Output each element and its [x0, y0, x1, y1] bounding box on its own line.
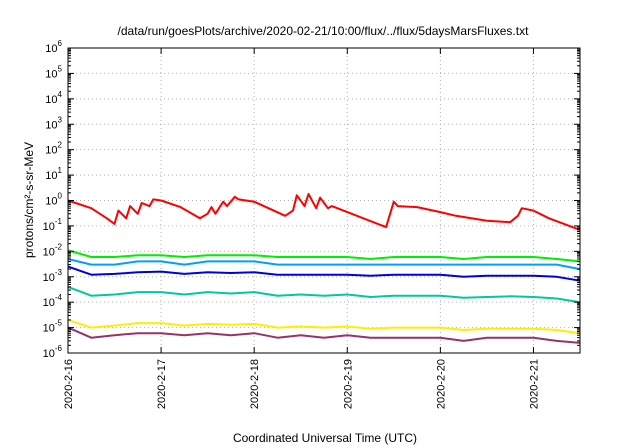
y-tick-label: 103 [45, 115, 62, 131]
y-tick-label: 10-2 [43, 242, 63, 258]
series-layer [67, 193, 581, 344]
series-line-1 [67, 193, 581, 231]
y-axis-label: protons/cm²-s-sr-MeV [22, 142, 36, 258]
y-tick-label: 10-1 [43, 217, 63, 233]
y-tick-label: 10-6 [43, 344, 63, 360]
y-tick-label: 102 [45, 141, 62, 157]
chart-title: /data/run/goesPlots/archive/2020-02-21/1… [118, 24, 530, 38]
series-line-7 [67, 326, 581, 344]
x-tick-label: 2020-2-18 [249, 359, 261, 409]
series-line-6 [67, 318, 581, 335]
x-tick-label: 2020-2-19 [342, 359, 354, 409]
y-tick-label: 10-3 [43, 268, 63, 284]
x-tick-label: 2020-2-16 [63, 359, 75, 409]
y-tick-label: 104 [45, 90, 62, 106]
x-tick-label: 2020-2-20 [435, 359, 447, 409]
x-axis-label: Coordinated Universal Time (UTC) [233, 431, 417, 445]
y-tick-label: 106 [45, 39, 62, 55]
axis-ticks: 10-6 10-5 10-4 10-3 10-2 10-1 100 101 102 103 104 1… [43, 39, 580, 409]
y-tick-label: 101 [45, 166, 62, 182]
y-tick-label: 10-5 [43, 319, 63, 335]
y-tick-label: 105 [45, 64, 62, 80]
y-tick-label: 100 [45, 192, 62, 208]
x-tick-label: 2020-2-21 [528, 359, 540, 409]
gridlines [68, 48, 580, 353]
series-line-4 [67, 265, 581, 282]
series-line-5 [67, 285, 581, 304]
series-line-2 [67, 249, 581, 263]
series-line-3 [67, 258, 581, 271]
x-tick-label: 2020-2-17 [156, 359, 168, 409]
y-tick-label: 10-4 [43, 293, 63, 309]
